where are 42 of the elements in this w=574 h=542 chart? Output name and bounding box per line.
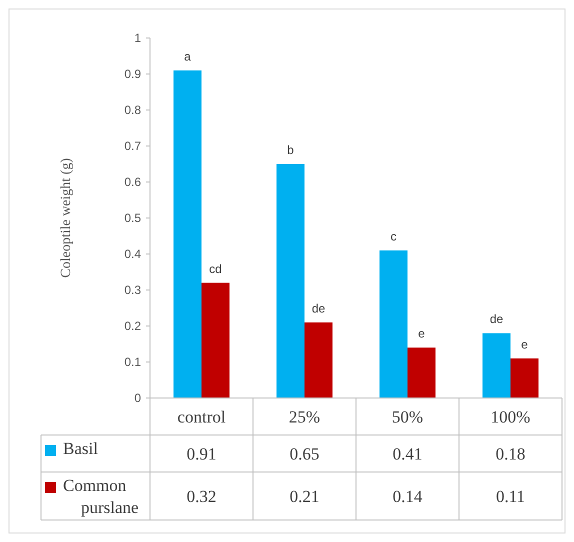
x-tick-label: 50% bbox=[392, 407, 424, 426]
y-tick-label: 0.4 bbox=[124, 247, 142, 262]
y-tick-label: 0.1 bbox=[124, 355, 142, 370]
annotation: e bbox=[521, 337, 528, 352]
data-label: 0.32 bbox=[186, 486, 216, 506]
data-label: 0.91 bbox=[186, 444, 216, 464]
data-label: 0.14 bbox=[392, 486, 423, 506]
y-tick-label: 0.3 bbox=[124, 283, 142, 298]
bar bbox=[482, 333, 510, 398]
bar bbox=[304, 322, 332, 398]
y-tick-label: 0.6 bbox=[124, 175, 142, 190]
legend-label: Basil bbox=[63, 439, 98, 458]
data-label: 0.41 bbox=[392, 444, 422, 464]
legend-label: Common purslane bbox=[63, 476, 139, 517]
annotation: c bbox=[390, 229, 396, 244]
bar bbox=[408, 348, 436, 398]
y-tick-label: 1 bbox=[134, 31, 142, 46]
data-label: 0.21 bbox=[290, 486, 320, 506]
annotation: cd bbox=[209, 262, 222, 276]
y-axis-title: Coleoptile weight (g) bbox=[59, 158, 74, 278]
annotation: b bbox=[287, 143, 294, 157]
x-tick-label: 100% bbox=[490, 407, 530, 426]
bar bbox=[202, 282, 230, 398]
annotation: a bbox=[184, 49, 192, 64]
y-tick-label: 0.2 bbox=[124, 319, 142, 334]
data-label: 0.18 bbox=[496, 444, 526, 464]
y-tick-label: 0.8 bbox=[124, 103, 142, 118]
annotation: de bbox=[490, 312, 504, 326]
bar bbox=[510, 358, 538, 398]
y-tick-label: 0 bbox=[134, 391, 142, 406]
bar bbox=[174, 70, 202, 398]
y-tick-label: 0.7 bbox=[124, 139, 142, 154]
bar bbox=[380, 250, 408, 398]
x-tick-label: control bbox=[177, 407, 226, 426]
data-label: 0.11 bbox=[496, 486, 526, 506]
y-tick-label: 0.9 bbox=[124, 67, 142, 82]
x-tick-label: 25% bbox=[288, 407, 320, 426]
bar bbox=[276, 164, 304, 398]
data-label: 0.65 bbox=[290, 444, 320, 464]
y-tick-label: 0.5 bbox=[124, 211, 142, 226]
annotation: e bbox=[418, 326, 426, 341]
annotation: de bbox=[312, 301, 326, 316]
